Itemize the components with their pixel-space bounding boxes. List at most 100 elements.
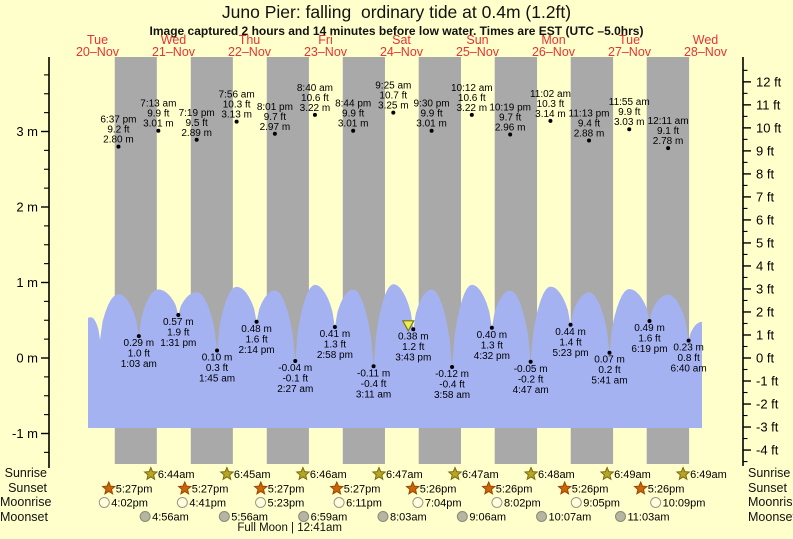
high-tide-m: 3.22 m	[457, 103, 488, 114]
date-weekday: Mon	[541, 33, 566, 47]
low-tide-ft: -0.4 ft	[439, 380, 465, 391]
low-tide-m: 0.07 m	[594, 355, 625, 366]
moonset-time: 9:06am	[469, 512, 506, 524]
high-tide-ft: 9.7 ft	[499, 113, 521, 124]
high-tide-dot	[194, 137, 199, 142]
high-tide-time: 8:40 am	[297, 83, 333, 94]
low-tide-m: 0.10 m	[202, 352, 233, 363]
sunset-row-label-right: Sunset	[748, 480, 787, 495]
high-tide-time: 11:55 am	[609, 97, 650, 108]
moonset-time: 4:56am	[152, 512, 189, 524]
low-tide-ft: 1.3 ft	[324, 340, 346, 351]
moonset-row-label-left: Moonset	[0, 509, 48, 524]
high-tide-ft: 9.9 ft	[618, 107, 640, 118]
left-axis-label: 0 m	[16, 351, 38, 366]
low-tide-time: 1:03 am	[121, 359, 157, 370]
date-value: 23–Nov	[303, 44, 348, 59]
high-tide-dot	[548, 118, 553, 123]
sunrise-time: 6:47am	[462, 469, 499, 481]
date-label: Wed 28–Nov	[668, 34, 744, 58]
right-axis-label: 0 ft	[756, 351, 774, 366]
date-label: Thu 22–Nov	[212, 34, 288, 58]
high-tide-time: 10:12 am	[451, 83, 493, 94]
right-axis-label: 7 ft	[756, 189, 774, 204]
low-tide-m: -0.11 m	[357, 368, 390, 379]
date-weekday: Wed	[160, 33, 187, 47]
sunrise-star-icon	[447, 466, 463, 481]
low-tide-dot	[411, 327, 416, 332]
sunset-star-icon	[557, 480, 573, 495]
sunset-time: 5:26pm	[420, 484, 457, 496]
date-weekday: Sun	[466, 33, 489, 47]
low-tide-m: 0.23 m	[673, 343, 704, 354]
low-tide-dot	[215, 348, 220, 353]
sunset-row-label-left: Sunset	[8, 480, 47, 495]
date-value: 24–Nov	[379, 44, 424, 59]
right-axis-label: 6 ft	[756, 212, 774, 227]
high-tide-dot	[508, 132, 513, 137]
sunset-star-icon	[101, 480, 117, 495]
high-tide-time: 10:19 pm	[489, 103, 531, 114]
full-moon-label: Full Moon | 12:41am	[237, 522, 342, 534]
date-weekday: Tue	[86, 33, 109, 47]
low-tide-dot	[371, 364, 376, 369]
current-tide-marker-icon	[401, 320, 415, 333]
sunrise-row-label-right: Sunrise	[748, 466, 791, 480]
sunrise-star-icon	[295, 466, 311, 481]
right-axis-label: 4 ft	[756, 258, 774, 273]
date-value: 25–Nov	[455, 44, 500, 59]
sunrise-time: 6:47am	[386, 469, 423, 481]
low-tide-ft: 1.6 ft	[638, 334, 660, 345]
low-tide-ft: 0.2 ft	[598, 365, 620, 376]
low-tide-m: -0.05 m	[514, 364, 548, 375]
date-value: 27–Nov	[607, 44, 652, 59]
left-axis-label: 1 m	[16, 275, 38, 290]
moonrise-moon-icon	[98, 497, 110, 508]
high-tide-m: 2.78 m	[653, 136, 684, 147]
low-tide-time: 6:19 pm	[631, 344, 667, 355]
low-tide-m: -0.12 m	[435, 369, 469, 380]
moonrise-moon-icon	[333, 497, 345, 508]
sunset-time: 5:27pm	[344, 484, 381, 496]
low-tide-ft: 1.6 ft	[245, 334, 267, 345]
low-tide-time: 1:45 am	[199, 373, 235, 384]
sunset-time: 5:26pm	[496, 484, 533, 496]
high-tide-m: 2.88 m	[574, 129, 605, 140]
high-tide-dot	[627, 127, 632, 132]
high-tide-time: 9:30 pm	[414, 99, 450, 110]
sunrise-star-icon	[371, 466, 387, 481]
low-tide-time: 2:58 pm	[317, 350, 353, 361]
low-tide-time: 2:14 pm	[239, 345, 275, 356]
low-tide-ft: 1.0 ft	[128, 349, 150, 360]
high-tide-dot	[156, 128, 161, 133]
date-label: Tue 27–Nov	[592, 34, 668, 59]
date-label: Mon 26–Nov	[516, 33, 592, 58]
moonset-moon-icon	[218, 511, 230, 522]
high-tide-ft: 9.9 ft	[420, 109, 442, 120]
low-tide-m: 0.49 m	[634, 323, 665, 334]
sunrise-time: 6:46am	[310, 469, 347, 481]
high-tide-m: 3.13 m	[221, 110, 252, 121]
low-tide-m: 0.44 m	[555, 327, 586, 338]
moonrise-time: 4:41pm	[189, 498, 226, 510]
low-tide-time: 3:43 pm	[395, 352, 431, 363]
moonset-moon-icon	[377, 511, 389, 522]
moonrise-time: 5:23pm	[268, 498, 305, 510]
sunset-star-icon	[405, 480, 421, 495]
low-tide-m: -0.04 m	[278, 363, 312, 374]
date-value: 20–Nov	[75, 44, 120, 59]
high-tide-ft: 10.6 ft	[458, 93, 486, 104]
high-tide-dot	[351, 128, 356, 133]
low-tide-time: 3:11 am	[356, 389, 391, 400]
moonset-moon-icon	[536, 511, 548, 522]
sunrise-star-icon	[523, 466, 539, 481]
moonrise-row-label-right: Moonrise	[748, 495, 793, 509]
high-tide-m: 3.01 m	[338, 119, 369, 130]
moonrise-time: 4:02pm	[111, 498, 148, 510]
low-tide-ft: 1.9 ft	[167, 327, 189, 338]
low-tide-dot	[136, 334, 141, 339]
high-tide-dot	[116, 144, 121, 149]
moonset-moon-icon	[139, 511, 151, 522]
high-tide-m: 3.14 m	[535, 109, 566, 120]
